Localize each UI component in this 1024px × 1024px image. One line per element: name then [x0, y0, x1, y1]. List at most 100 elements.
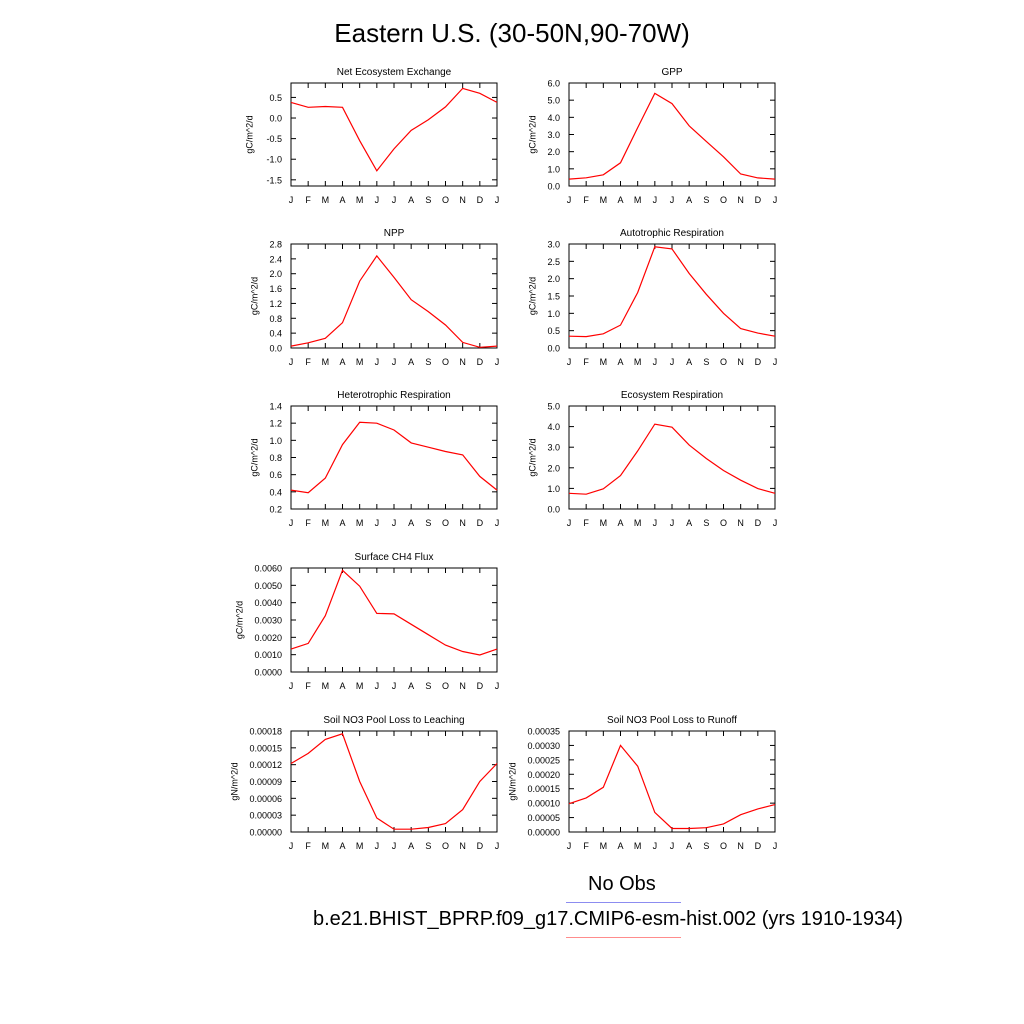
chart-6-ytick-label: 5.0: [547, 402, 560, 412]
chart-6-ytick-label: 2.0: [547, 463, 560, 473]
chart-4-xtick-label: A: [617, 357, 623, 367]
legend-line-model: [566, 937, 681, 938]
chart-6-xtick-label: N: [737, 518, 744, 528]
chart-4-xtick-label: F: [583, 357, 589, 367]
chart-2-xtick-label: M: [600, 195, 608, 205]
chart-7-ytick-label: 0.0030: [254, 616, 282, 626]
chart-8-xtick-label: O: [442, 841, 449, 851]
chart-7-frame: [290, 567, 498, 673]
chart-4-ytick-label: 1.5: [547, 292, 560, 302]
chart-1-title: Net Ecosystem Exchange: [337, 67, 452, 78]
chart-7-xtick-label: A: [408, 681, 414, 691]
chart-8-xtick-label: J: [392, 841, 397, 851]
chart-6-xtick-label: F: [583, 518, 589, 528]
chart-8-ytick-label: 0.00018: [249, 727, 282, 737]
legend-label-model: b.e21.BHIST_BPRP.f09_g17.CMIP6-esm-hist.…: [313, 908, 903, 930]
chart-3-xtick-label: M: [322, 357, 330, 367]
chart-8-xtick-label: N: [459, 841, 466, 851]
chart-8-ylabel: gN/m^2/d: [229, 762, 239, 800]
chart-2-ylabel: gC/m^2/d: [528, 115, 538, 153]
chart-3-xtick-label: F: [305, 357, 311, 367]
chart-1-xtick-label: J: [375, 195, 380, 205]
chart-3-ytick-label: 2.8: [269, 240, 282, 250]
chart-2-xtick-label: S: [703, 195, 709, 205]
chart-1-ytick-label: 0.5: [269, 93, 282, 103]
chart-8-ytick-label: 0.00003: [249, 811, 282, 821]
chart-1-xtick-label: N: [459, 195, 466, 205]
chart-4-ytick-label: 0.0: [547, 344, 560, 354]
chart-6-xtick-label: S: [703, 518, 709, 528]
chart-2-series-line: [568, 92, 776, 180]
chart-9-ytick-label: 0.00035: [527, 727, 560, 737]
chart-5-ytick-label: 1.0: [269, 436, 282, 446]
chart-4-xtick-label: N: [737, 357, 744, 367]
chart-9-ytick-label: 0.00010: [527, 799, 560, 809]
chart-6-xtick-label: A: [686, 518, 692, 528]
chart-7-xtick-label: S: [425, 681, 431, 691]
chart-5-xtick-label: A: [339, 518, 345, 528]
chart-5-ytick-label: 0.6: [269, 470, 282, 480]
chart-8-ytick-label: 0.00000: [249, 828, 282, 838]
chart-4-ytick-label: 1.0: [547, 309, 560, 319]
chart-6-series-line: [568, 423, 776, 495]
chart-1-xtick-label: F: [305, 195, 311, 205]
chart-2-xtick-label: J: [567, 195, 572, 205]
chart-9-ytick-label: 0.00015: [527, 784, 560, 794]
chart-8-xtick-label: A: [339, 841, 345, 851]
chart-2-xtick-label: A: [686, 195, 692, 205]
chart-2-xtick-label: A: [617, 195, 623, 205]
chart-1-xtick-label: J: [392, 195, 397, 205]
chart-5-xtick-label: J: [495, 518, 500, 528]
chart-7-ytick-label: 0.0040: [254, 598, 282, 608]
chart-4-ylabel: gC/m^2/d: [528, 277, 538, 315]
chart-7-ytick-label: 0.0050: [254, 581, 282, 591]
chart-5-xtick-label: N: [459, 518, 466, 528]
chart-7-xtick-label: F: [305, 681, 311, 691]
chart-1-xtick-label: A: [339, 195, 345, 205]
chart-4-xtick-label: D: [755, 357, 762, 367]
chart-9-xtick-label: S: [703, 841, 709, 851]
chart-8-xtick-label: D: [477, 841, 484, 851]
chart-1-ytick-label: 0.0: [269, 114, 282, 124]
chart-5-ytick-label: 1.4: [269, 402, 282, 412]
chart-6-xtick-label: J: [653, 518, 658, 528]
chart-7-ytick-label: 0.0010: [254, 650, 282, 660]
chart-5-ytick-label: 0.2: [269, 505, 282, 515]
chart-1-frame: [290, 82, 498, 187]
chart-4-xtick-label: A: [686, 357, 692, 367]
chart-6-xtick-label: J: [773, 518, 778, 528]
chart-2-ytick-label: 0.0: [547, 182, 560, 192]
chart-9-xtick-label: F: [583, 841, 589, 851]
chart-3-ylabel: gC/m^2/d: [250, 277, 260, 315]
chart-6-ytick-label: 3.0: [547, 443, 560, 453]
chart-7-series-line: [290, 569, 498, 656]
chart-1-ytick-label: -1.0: [266, 155, 282, 165]
chart-9-xtick-label: A: [617, 841, 623, 851]
chart-9-xtick-label: D: [755, 841, 762, 851]
chart-4-xtick-label: J: [653, 357, 658, 367]
chart-1-ytick-label: -1.5: [266, 175, 282, 185]
chart-9-ytick-label: 0.00020: [527, 770, 560, 780]
chart-2-ytick-label: 6.0: [547, 79, 560, 89]
chart-4-title: Autotrophic Respiration: [620, 228, 724, 239]
chart-7-xtick-label: N: [459, 681, 466, 691]
chart-4-ytick-label: 2.0: [547, 274, 560, 284]
chart-4-xtick-label: O: [720, 357, 727, 367]
chart-4-ytick-label: 2.5: [547, 257, 560, 267]
chart-5-xtick-label: M: [356, 518, 364, 528]
chart-7-xtick-label: D: [477, 681, 484, 691]
chart-8-series-line: [290, 733, 498, 830]
chart-9-xtick-label: N: [737, 841, 744, 851]
chart-6-ytick-label: 4.0: [547, 422, 560, 432]
chart-1-xtick-label: D: [477, 195, 484, 205]
chart-7-xtick-label: M: [322, 681, 330, 691]
chart-1-xtick-label: S: [425, 195, 431, 205]
chart-1-xtick-label: M: [322, 195, 330, 205]
chart-5-xtick-label: F: [305, 518, 311, 528]
chart-7-ylabel: gC/m^2/d: [234, 601, 244, 639]
chart-2-xtick-label: J: [670, 195, 675, 205]
chart-6-xtick-label: A: [617, 518, 623, 528]
chart-4-xtick-label: S: [703, 357, 709, 367]
chart-5-ytick-label: 0.8: [269, 453, 282, 463]
